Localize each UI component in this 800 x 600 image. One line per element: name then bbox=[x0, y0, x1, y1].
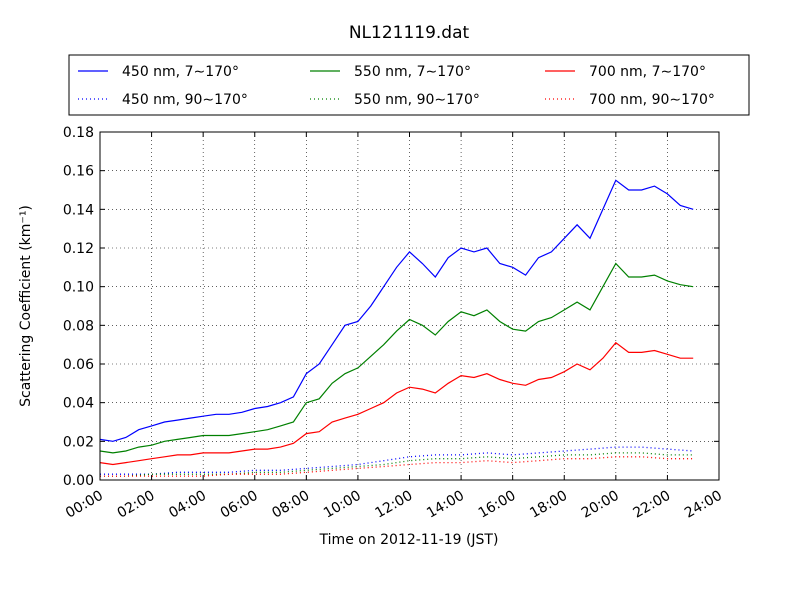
plot-area bbox=[100, 132, 719, 480]
series-lines bbox=[99, 179, 694, 477]
series-line bbox=[100, 456, 694, 477]
y-tick-label: 0.18 bbox=[63, 125, 94, 141]
legend: 450 nm, 7∼170° 550 nm, 7∼170° 700 nm, 7∼17… bbox=[68, 54, 750, 116]
x-tick-label: 10:00 bbox=[321, 488, 364, 522]
series-line bbox=[99, 262, 694, 454]
chart-title: NL121119.dat bbox=[349, 23, 470, 43]
x-tick-label: 20:00 bbox=[579, 488, 622, 522]
series-line bbox=[99, 341, 694, 466]
x-tick-label: 06:00 bbox=[218, 488, 261, 522]
legend-label: 550 nm, 7∼170° bbox=[354, 64, 471, 80]
x-tick-label: 24:00 bbox=[682, 488, 725, 522]
y-axis: 0.00 0.02 0.04 0.06 0.08 0.10 0.12 0.14 0.16 0.18 bbox=[63, 125, 719, 489]
y-axis-label: Scattering Coefficient (km⁻¹) bbox=[18, 205, 34, 407]
x-tick-label: 14:00 bbox=[424, 488, 467, 522]
y-tick-label: 0.08 bbox=[63, 318, 94, 334]
x-tick-label: 00:00 bbox=[63, 488, 106, 522]
legend-label: 700 nm, 7∼170° bbox=[589, 64, 706, 80]
x-tick-label: 18:00 bbox=[527, 488, 570, 522]
legend-label: 550 nm, 90∼170° bbox=[354, 92, 480, 108]
series-line bbox=[99, 179, 694, 442]
y-tick-label: 0.04 bbox=[63, 396, 94, 412]
x-tick-label: 02:00 bbox=[115, 488, 158, 522]
x-tick-label: 22:00 bbox=[630, 488, 673, 522]
x-tick-label: 08:00 bbox=[269, 488, 312, 522]
y-tick-label: 0.14 bbox=[63, 202, 94, 218]
legend-label: 450 nm, 7∼170° bbox=[122, 64, 239, 80]
y-tick-label: 0.12 bbox=[63, 241, 94, 257]
legend-label: 450 nm, 90∼170° bbox=[122, 92, 248, 108]
legend-label: 700 nm, 90∼170° bbox=[589, 92, 715, 108]
x-tick-label: 04:00 bbox=[166, 488, 209, 522]
y-tick-label: 0.02 bbox=[63, 434, 94, 450]
y-tick-label: 0.00 bbox=[63, 473, 94, 489]
x-tick-label: 16:00 bbox=[476, 488, 519, 522]
y-tick-label: 0.06 bbox=[63, 357, 94, 373]
x-tick-label: 12:00 bbox=[373, 488, 416, 522]
x-axis-label: Time on 2012-11-19 (JST) bbox=[319, 532, 499, 548]
y-tick-label: 0.16 bbox=[63, 164, 94, 180]
y-tick-label: 0.10 bbox=[63, 280, 94, 296]
